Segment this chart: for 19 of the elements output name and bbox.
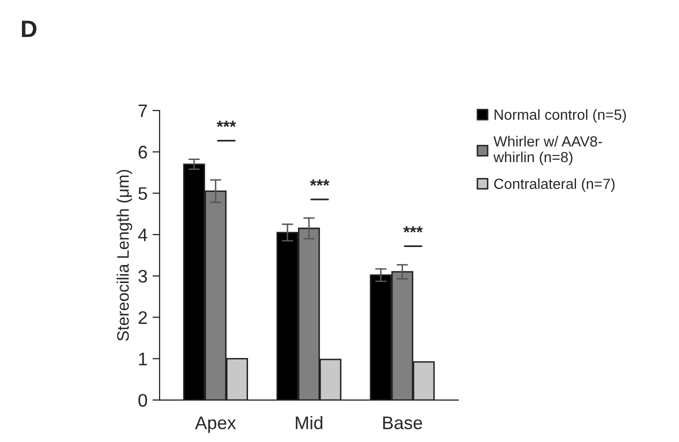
legend-label: Normal control (n=5)	[494, 109, 626, 123]
y-tick-label: 5	[138, 187, 148, 200]
y-tick-label: 3	[138, 270, 147, 283]
y-tick-label: 1	[139, 352, 147, 366]
y-axis-title: Stereocilia Length (μm)	[116, 170, 132, 341]
annotation: ***	[403, 226, 423, 232]
legend-label: Whirler w/ AAV8- whirlin (n=8)	[493, 136, 602, 166]
y-tick-label: 7	[138, 104, 147, 118]
text: D	[22, 20, 36, 38]
x-tick-label: Mid	[296, 416, 322, 430]
x-tick-label: Base	[383, 416, 422, 430]
y-tick-label: 2	[138, 311, 147, 324]
y-tick-label: 6	[138, 146, 147, 159]
y-tick-label: 4	[138, 228, 148, 242]
annotation: ***	[216, 120, 236, 128]
x-tick-label: Apex	[195, 416, 236, 433]
y-tick-label: 0	[138, 394, 148, 407]
annotation: ***	[310, 180, 330, 186]
legend-label: Contralateral (n=7)	[494, 178, 615, 192]
